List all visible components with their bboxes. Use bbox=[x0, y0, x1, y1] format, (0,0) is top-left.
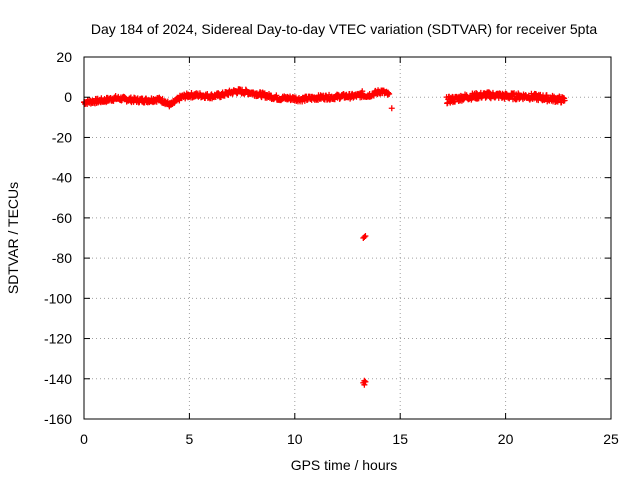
plot-frame bbox=[83, 56, 612, 420]
outlier-point bbox=[361, 381, 368, 388]
x-tick-label: 5 bbox=[186, 431, 194, 447]
y-tick-label: -20 bbox=[52, 129, 72, 145]
outlier-point bbox=[362, 232, 369, 239]
chart-title: Day 184 of 2024, Sidereal Day-to-day VTE… bbox=[91, 21, 598, 37]
x-axis-title: GPS time / hours bbox=[291, 457, 398, 473]
outlier-point bbox=[362, 378, 369, 385]
y-axis-title: SDTVAR / TECUs bbox=[5, 182, 21, 294]
outlier-point bbox=[388, 105, 395, 112]
axis-ticks: 0 5 10 15 20 25 20 0 -20 -40 -60 -80 -100 -120 -140 -16… bbox=[44, 49, 619, 447]
y-tick-label: -160 bbox=[44, 411, 72, 427]
data-points bbox=[81, 86, 568, 388]
outlier-point bbox=[361, 233, 368, 240]
x-tick-label: 20 bbox=[498, 431, 514, 447]
outlier-point bbox=[359, 88, 366, 95]
x-tick-label: 0 bbox=[80, 431, 88, 447]
y-tick-label: 0 bbox=[64, 89, 72, 105]
y-tick-label: -60 bbox=[52, 210, 72, 226]
y-tick-label: -40 bbox=[52, 170, 72, 186]
grid bbox=[84, 57, 611, 419]
x-tick-label: 25 bbox=[603, 431, 619, 447]
y-tick-label: -100 bbox=[44, 290, 72, 306]
y-tick-label: -120 bbox=[44, 331, 72, 347]
data-point bbox=[561, 97, 568, 104]
y-tick-label: -140 bbox=[44, 371, 72, 387]
y-tick-label: 20 bbox=[56, 49, 72, 65]
x-tick-label: 15 bbox=[392, 431, 408, 447]
data-point bbox=[386, 90, 393, 97]
y-tick-label: -80 bbox=[52, 250, 72, 266]
x-tick-label: 10 bbox=[287, 431, 303, 447]
